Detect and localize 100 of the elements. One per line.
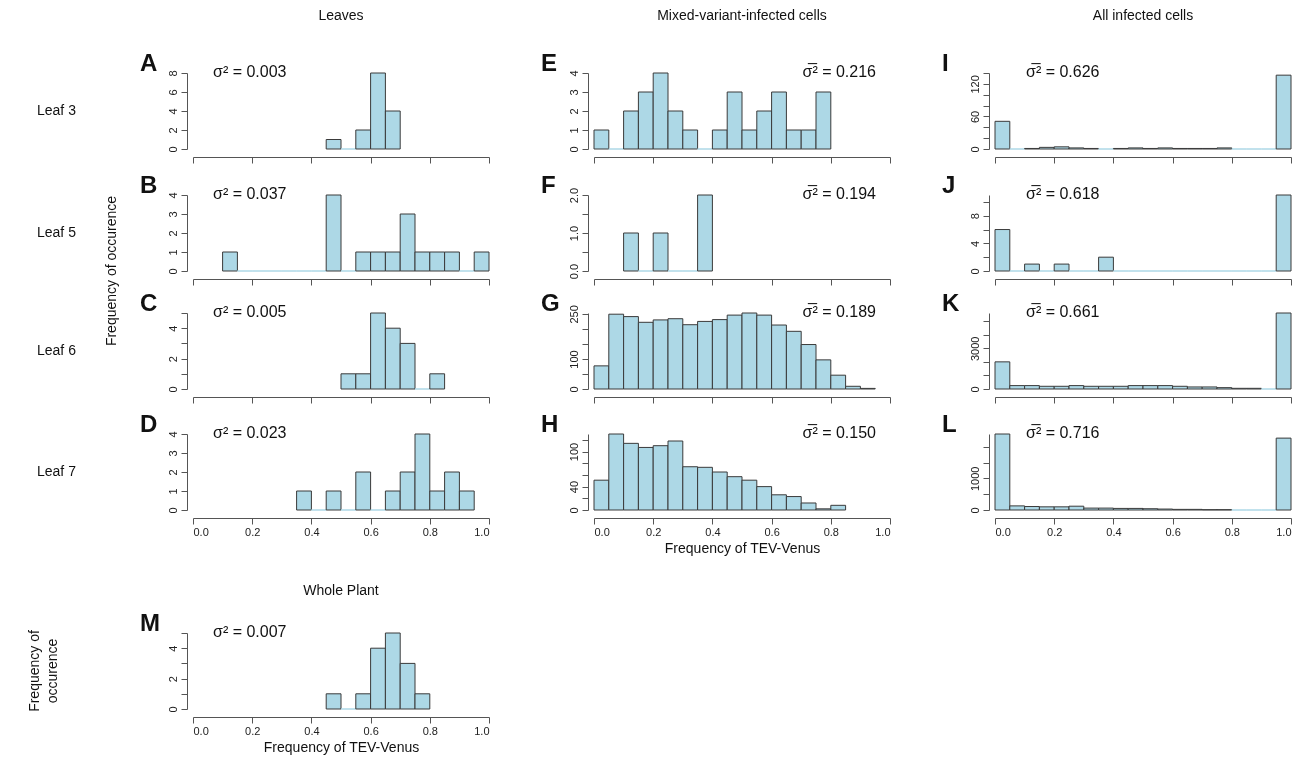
x-tick-label: 0.8 xyxy=(422,724,438,737)
y-tick-label: 250 xyxy=(567,305,580,324)
y-tick-label: 4 xyxy=(567,70,580,77)
annotation: σ̅² = 0.618 xyxy=(1026,185,1100,202)
y-tick-label: 4 xyxy=(968,240,981,247)
y-tick-label: 1.0 xyxy=(567,225,580,242)
annotation: σ̅² = 0.216 xyxy=(802,63,877,80)
y-tick-label: 6 xyxy=(166,89,179,96)
y-tick-label: 2 xyxy=(166,230,179,237)
chart-title: H xyxy=(541,410,559,437)
y-tick-label: 0 xyxy=(166,268,179,275)
x-tick-label: 0.2 xyxy=(245,525,261,538)
x-tick-label: 0.0 xyxy=(193,724,209,737)
x-tick-label: 0.2 xyxy=(245,724,261,737)
chart-title: F xyxy=(541,171,556,198)
annotation: σ̅² = 0.150 xyxy=(802,424,877,441)
x-tick-label: 0.4 xyxy=(304,525,320,538)
x-axis-title: Frequency of TEV-Venus xyxy=(263,738,420,755)
y-axis-title: Frequency of occurence xyxy=(26,630,60,712)
x-tick-label: 1.0 xyxy=(474,525,490,538)
annotation: σ² = 0.003 xyxy=(213,63,287,80)
y-tick-label: 2 xyxy=(567,108,580,115)
x-tick-label: 0.2 xyxy=(646,525,662,538)
annotation: σ² = 0.007 xyxy=(213,623,287,640)
y-tick-label: 100 xyxy=(567,350,580,369)
y-tick-label: 100 xyxy=(567,442,580,462)
y-axis-title: Frequency of occurence xyxy=(103,195,119,347)
y-tick-label: 1 xyxy=(166,249,179,256)
y-tick-label: 0 xyxy=(166,706,179,713)
chart-subtitle: All infected cells xyxy=(1092,7,1194,23)
text: Leaf 6 xyxy=(37,342,77,358)
y-tick-label: 1 xyxy=(166,488,179,495)
text: Leaf 3 xyxy=(37,102,77,118)
chart-subtitle: Whole Plant xyxy=(303,582,379,598)
y-tick-label: 3 xyxy=(166,211,179,218)
y-tick-label: 3 xyxy=(567,89,580,96)
y-tick-label: 0 xyxy=(968,146,981,153)
x-tick-label: 0.6 xyxy=(363,525,379,538)
y-tick-label: 0 xyxy=(968,268,981,275)
x-tick-label: 1.0 xyxy=(1276,525,1292,538)
annotation: σ̅² = 0.661 xyxy=(1026,303,1100,320)
annotation: σ² = 0.005 xyxy=(213,303,287,320)
y-tick-label: 4 xyxy=(166,431,179,438)
y-tick-label: 0 xyxy=(968,507,981,514)
chart-title: G xyxy=(541,289,560,316)
chart-title: E xyxy=(541,49,558,76)
chart-title: L xyxy=(942,410,957,437)
chart-title: B xyxy=(140,171,158,198)
annotation: σ² = 0.023 xyxy=(213,424,287,441)
y-tick-label: 40 xyxy=(567,480,580,494)
y-tick-label: 2.0 xyxy=(567,187,580,204)
y-tick-label: 0 xyxy=(567,507,580,514)
annotation: σ̅² = 0.716 xyxy=(1026,424,1100,441)
y-tick-label: 0 xyxy=(166,507,179,514)
x-tick-label: 0.0 xyxy=(193,525,209,538)
chart-title: I xyxy=(942,49,949,76)
chart-title: D xyxy=(140,410,158,437)
y-tick-label: 0 xyxy=(166,146,179,153)
x-tick-label: 0.2 xyxy=(1047,525,1063,538)
y-tick-label: 4 xyxy=(166,108,179,115)
chart-subtitle: Leaves xyxy=(318,7,364,23)
y-tick-label: 3000 xyxy=(968,336,981,362)
annotation: σ̅² = 0.626 xyxy=(1026,63,1100,80)
y-tick-label: 2 xyxy=(166,469,179,476)
y-tick-label: 0 xyxy=(968,386,981,393)
y-tick-label: 0 xyxy=(166,386,179,393)
chart-subtitle: Mixed-variant-infected cells xyxy=(657,7,827,23)
x-tick-label: 0.8 xyxy=(823,525,839,538)
x-tick-label: 0.6 xyxy=(1165,525,1181,538)
y-tick-label: 60 xyxy=(968,110,981,124)
y-tick-label: 0 xyxy=(567,386,580,393)
annotation: σ² = 0.037 xyxy=(213,185,287,202)
y-tick-label: 8 xyxy=(166,70,179,77)
x-tick-label: 0.4 xyxy=(1106,525,1122,538)
x-tick-label: 0.8 xyxy=(422,525,438,538)
x-tick-label: 0.6 xyxy=(363,724,379,737)
text: Leaf 7 xyxy=(37,463,77,479)
x-tick-label: 0.4 xyxy=(705,525,721,538)
y-tick-label: 2 xyxy=(166,127,179,134)
y-tick-label: 3 xyxy=(166,450,179,457)
x-tick-label: 0.0 xyxy=(594,525,610,538)
y-tick-label: 2 xyxy=(166,676,179,683)
y-tick-label: 1000 xyxy=(968,466,981,492)
x-tick-label: 0.0 xyxy=(995,525,1011,538)
x-tick-label: 0.4 xyxy=(304,724,320,737)
x-tick-label: 1.0 xyxy=(875,525,891,538)
chart-title: C xyxy=(140,289,158,316)
y-tick-label: 8 xyxy=(968,213,981,220)
y-tick-label: 0 xyxy=(567,146,580,153)
y-tick-label: 2 xyxy=(166,356,179,363)
x-tick-label: 0.8 xyxy=(1224,525,1240,538)
x-tick-label: 0.6 xyxy=(764,525,780,538)
text: Leaf 5 xyxy=(37,224,77,240)
y-tick-label: 0.0 xyxy=(567,263,580,280)
annotation: σ̅² = 0.194 xyxy=(802,185,877,202)
annotation: σ̅² = 0.189 xyxy=(802,303,877,320)
y-tick-label: 1 xyxy=(567,127,580,134)
chart-title: K xyxy=(942,289,960,316)
chart-title: A xyxy=(140,49,158,76)
x-axis-title: Frequency of TEV-Venus xyxy=(664,539,821,556)
